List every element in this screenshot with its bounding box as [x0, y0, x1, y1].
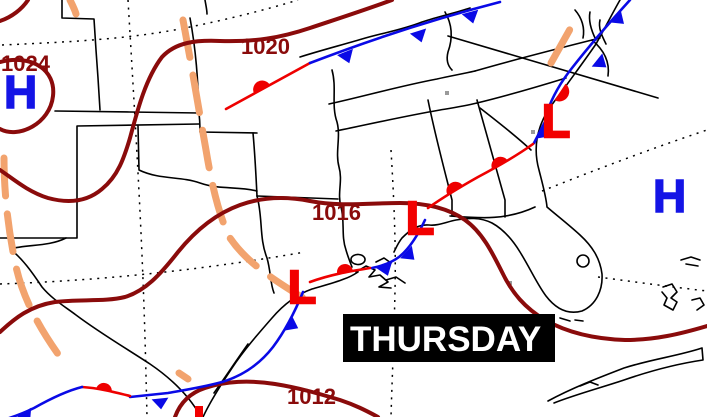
state-border: [427, 99, 453, 217]
warm-front-pip: [491, 156, 508, 170]
isobar-1024-loop: [0, 57, 56, 135]
trough-line: [547, 11, 582, 67]
state-border: [137, 125, 258, 192]
latitude-line: [597, 276, 707, 292]
state-border: [204, 0, 208, 15]
isobar-label-1012: 1012: [287, 384, 336, 409]
state-border: [0, 123, 200, 239]
cold-front-triangle: [409, 28, 427, 43]
cold-front-line: [370, 218, 427, 270]
isobar-1016: [0, 195, 707, 342]
latitude-line: [1, 0, 299, 46]
warm-front-pip: [96, 382, 112, 392]
isobar-label-1020: 1020: [241, 34, 290, 59]
mississippi-river-border: [331, 69, 353, 268]
state-border: [476, 99, 506, 218]
stationary-front-warm-segment: [308, 266, 372, 284]
mississippi-delta: [355, 265, 392, 289]
state-border: [61, 0, 101, 111]
cold-front-triangle: [284, 315, 299, 331]
high-pressure-symbol: H: [653, 170, 686, 222]
low-pressure-symbol-partial: [195, 406, 203, 417]
chesapeake-sounds: [574, 9, 610, 77]
trough-line: [0, 154, 62, 358]
meridian-line: [127, 0, 148, 417]
warm-front-pip: [336, 263, 353, 274]
state-border: [447, 35, 659, 99]
cold-front-triangle: [591, 53, 607, 68]
warm-front-pip: [554, 83, 570, 102]
city-dot: [531, 130, 535, 134]
cold-front-triangle: [461, 9, 479, 24]
lake-pontchartrain: [350, 253, 366, 266]
florida-keys: [559, 317, 584, 322]
trough-dash: [66, 0, 80, 18]
low-pressure-symbol: L: [542, 95, 570, 147]
cold-front-line: [308, 0, 502, 65]
isobar-1012: [173, 379, 380, 417]
cold-front-line: [8, 385, 84, 417]
state-border: [335, 102, 478, 132]
isobar-arc: [0, 0, 30, 23]
cold-front-triangle: [337, 48, 353, 64]
state-border: [479, 107, 532, 151]
state-border: [328, 70, 476, 105]
state-border: [474, 37, 601, 72]
low-pressure-symbol: L: [288, 261, 316, 313]
cold-front-triangle: [609, 9, 624, 24]
isobar-labels: 1024 1020 1016 1012: [1, 34, 361, 409]
troughs: [0, 0, 582, 383]
lake-okeechobee: [576, 254, 590, 268]
pressure-symbols: H H L L L: [3, 65, 687, 417]
day-label-background: [343, 314, 555, 362]
high-pressure-symbol: H: [4, 66, 37, 118]
warm-front-pip: [446, 181, 463, 195]
city-dot: [445, 91, 449, 95]
cold-front-triangle: [151, 397, 169, 410]
day-label-text: THURSDAY: [350, 320, 541, 359]
bahamas-islands: [680, 256, 701, 267]
bahamas-islands: [661, 283, 705, 311]
warm-front-pip: [253, 80, 270, 94]
state-border: [256, 195, 275, 294]
atlantic-gulf-coastline: [393, 0, 621, 313]
cuba-outline: [547, 347, 704, 404]
cold-front-triangle: [16, 407, 32, 417]
mississippi-delta: [375, 257, 406, 284]
cold-front-triangle: [400, 245, 415, 260]
state-border: [444, 11, 453, 71]
isobar-label-1016: 1016: [312, 200, 361, 225]
day-label-banner: THURSDAY: [343, 314, 555, 362]
state-border: [54, 110, 200, 114]
isobar-label-1024: 1024: [1, 51, 51, 76]
low-pressure-symbol: L: [406, 192, 434, 244]
state-border: [476, 77, 567, 104]
cold-front-triangle: [376, 262, 392, 276]
trough-dash: [175, 369, 192, 383]
latitude-line: [0, 251, 306, 285]
isobar-1020: [0, 0, 394, 203]
stationary-front-warm-segment: [426, 142, 535, 210]
cold-front-triangle: [536, 123, 551, 139]
fronts: [8, 0, 632, 417]
barrier-island: [213, 343, 249, 394]
trough-line: [179, 16, 312, 305]
